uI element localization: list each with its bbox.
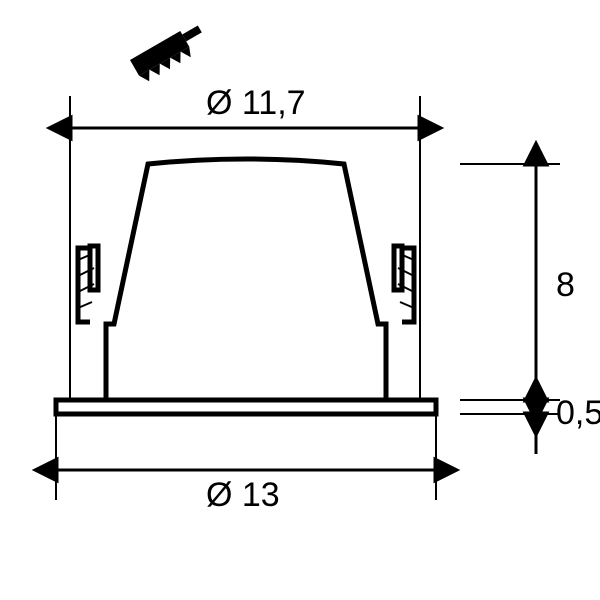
- dim-body-height: 8: [460, 164, 575, 400]
- dim-cutout-label: Ø 11,7: [206, 84, 306, 122]
- dim-outer-diameter: Ø 13: [56, 414, 436, 514]
- dim-outer-label: Ø 13: [206, 476, 280, 514]
- dim-flange-thickness: 0,5: [460, 360, 600, 454]
- dim-cutout-diameter: Ø 11,7: [70, 84, 420, 400]
- diagram-svg: Ø 11,7 Ø 13 8 0,5: [0, 0, 600, 600]
- flange-outline: [56, 400, 436, 414]
- clip-left: [78, 246, 98, 322]
- saw-icon: [130, 22, 210, 84]
- body-outline: [106, 159, 386, 400]
- dim-height-label: 8: [556, 266, 575, 304]
- clip-right: [394, 246, 414, 322]
- dim-thickness-label: 0,5: [556, 394, 600, 432]
